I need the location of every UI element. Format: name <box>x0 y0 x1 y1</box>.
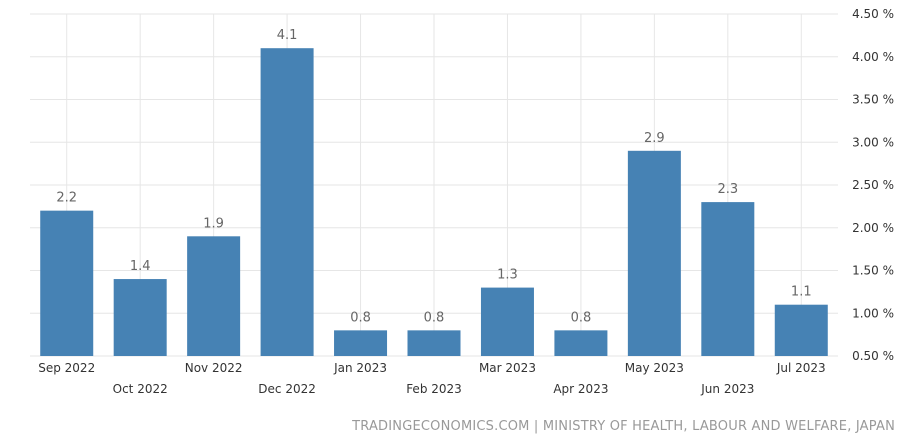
bar-value-label: 4.1 <box>277 28 298 43</box>
x-tick-label: Apr 2023 <box>553 382 608 396</box>
source-attribution: TRADINGECONOMICS.COM | MINISTRY OF HEALT… <box>351 419 895 434</box>
bar <box>113 279 167 356</box>
bar-value-label: 0.8 <box>350 310 371 325</box>
bar <box>40 210 94 356</box>
bar <box>187 236 241 356</box>
x-tick-label: Oct 2022 <box>113 382 168 396</box>
x-tick-label: Feb 2023 <box>406 382 462 396</box>
y-tick-label: 1.50 % <box>852 264 894 278</box>
bar <box>554 330 608 356</box>
bar-value-label: 2.2 <box>56 191 77 206</box>
x-axis-tick-labels: Sep 2022 Oct 2022 Nov 2022 Dec 2022 Jan 2023… <box>38 361 825 396</box>
y-tick-label: 0.50 % <box>852 349 894 363</box>
y-tick-label: 1.00 % <box>852 306 894 320</box>
data-labels: 2.2 1.4 1.9 4.1 0.8 0.8 1.3 0.8 2.9 2.3 1.1 <box>56 28 811 325</box>
bar-value-label: 1.4 <box>130 259 151 274</box>
bar <box>701 202 755 356</box>
bar-value-label: 0.8 <box>571 310 592 325</box>
bar-value-label: 1.3 <box>497 268 518 283</box>
bar-value-label: 2.9 <box>644 131 665 146</box>
x-tick-label: Jan 2023 <box>333 361 387 375</box>
bar-value-label: 1.1 <box>791 285 812 300</box>
y-tick-label: 4.00 % <box>852 50 894 64</box>
bar <box>774 304 828 356</box>
bar <box>334 330 388 356</box>
x-tick-label: Nov 2022 <box>185 361 243 375</box>
y-tick-label: 2.00 % <box>852 221 894 235</box>
y-tick-label: 3.50 % <box>852 93 894 107</box>
bar-value-label: 0.8 <box>424 310 445 325</box>
y-tick-label: 2.50 % <box>852 178 894 192</box>
bar <box>407 330 461 356</box>
bar <box>260 48 314 356</box>
bar-value-label: 2.3 <box>717 182 738 197</box>
bars <box>40 48 828 356</box>
x-tick-label: Dec 2022 <box>258 382 316 396</box>
bar <box>480 287 534 356</box>
y-axis-tick-labels: 0.50 % 1.00 % 1.50 % 2.00 % 2.50 % 3.00 % 3.50… <box>852 7 894 363</box>
bar-value-label: 1.9 <box>203 216 224 231</box>
y-tick-label: 4.50 % <box>852 7 894 21</box>
y-tick-label: 3.00 % <box>852 135 894 149</box>
x-tick-label: Mar 2023 <box>479 361 536 375</box>
x-tick-label: Jul 2023 <box>776 361 826 375</box>
bar <box>627 150 681 356</box>
x-tick-label: May 2023 <box>625 361 684 375</box>
x-tick-label: Sep 2022 <box>38 361 95 375</box>
x-tick-label: Jun 2023 <box>700 382 754 396</box>
